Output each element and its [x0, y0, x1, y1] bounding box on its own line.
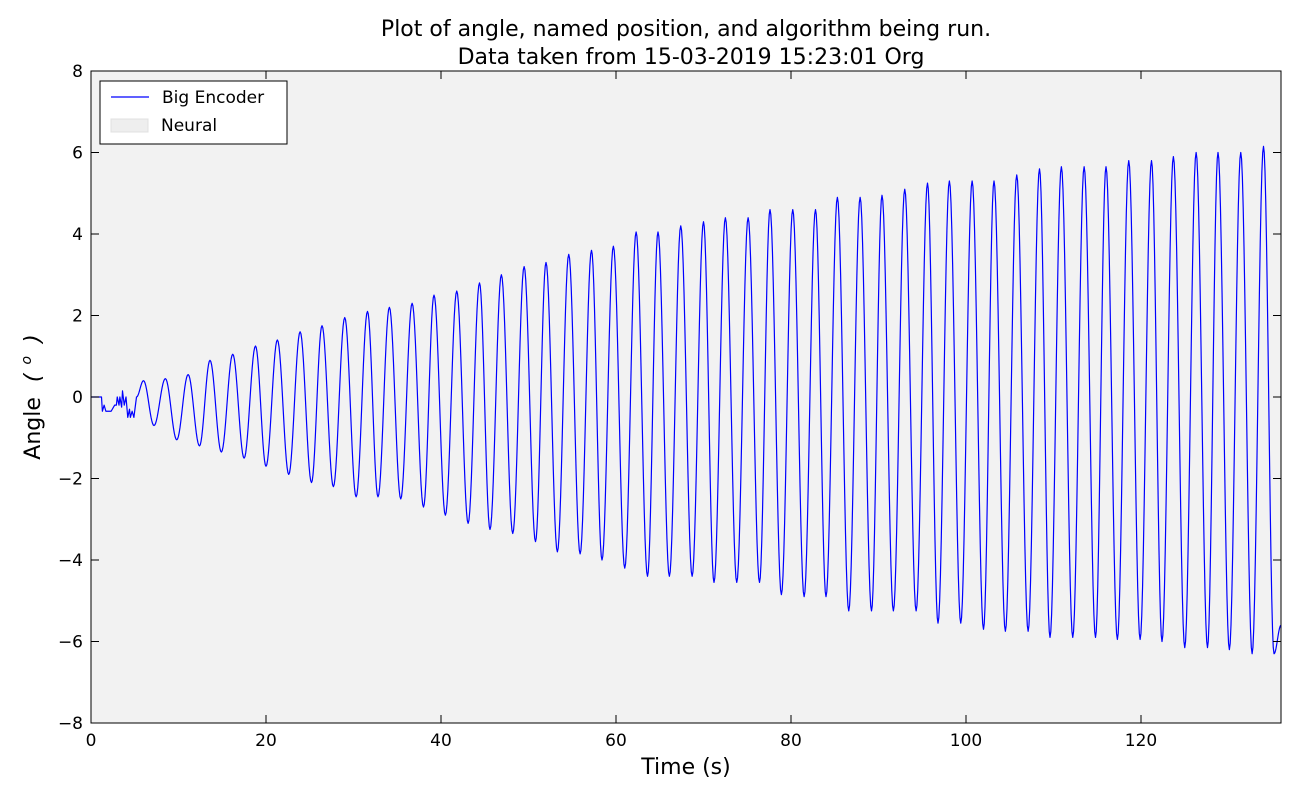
y-tick-label: 4 — [72, 225, 83, 245]
chart-subtitle: Data taken from 15-03-2019 15:23:01 Org — [458, 45, 925, 70]
y-tick-label: −8 — [58, 714, 83, 734]
series-line-big-encoder — [91, 145, 1282, 655]
legend-swatch-neural — [110, 118, 149, 133]
y-axis-label-degree: o — [19, 356, 35, 365]
y-axis-ticks: 8 6 4 2 0 −2 −4 −6 −8 — [58, 62, 1281, 734]
y-axis-label: Angle ( o ) — [12, 334, 46, 459]
x-tick-label: 80 — [780, 731, 802, 751]
data-layer — [91, 145, 1282, 655]
x-tick-label: 120 — [1125, 731, 1157, 751]
x-axis-ticks: 0 20 40 60 80 100 120 — [86, 71, 1157, 751]
legend: Big Encoder Neural — [99, 80, 288, 145]
y-tick-label: 8 — [72, 62, 83, 82]
legend-label-big-encoder: Big Encoder — [162, 88, 264, 108]
x-tick-label: 40 — [430, 731, 452, 751]
y-axis-label-close: ) — [21, 334, 46, 345]
chart-title: Plot of angle, named position, and algor… — [381, 17, 991, 42]
x-tick-label: 60 — [605, 731, 627, 751]
y-tick-label: 0 — [72, 388, 83, 408]
x-tick-label: 20 — [255, 731, 277, 751]
x-axis-label: Time (s) — [640, 755, 730, 780]
y-tick-label: −2 — [58, 470, 83, 490]
y-tick-label: 2 — [72, 307, 83, 327]
y-tick-label: −4 — [58, 551, 83, 571]
y-tick-label: 6 — [72, 144, 83, 164]
y-tick-label: −6 — [58, 633, 83, 653]
x-tick-label: 100 — [950, 731, 982, 751]
legend-label-neural: Neural — [161, 116, 217, 136]
y-axis-label-open: ( — [21, 372, 46, 382]
x-tick-label: 0 — [86, 731, 97, 751]
y-axis-label-main: Angle — [21, 397, 46, 460]
legend-box — [99, 80, 288, 145]
